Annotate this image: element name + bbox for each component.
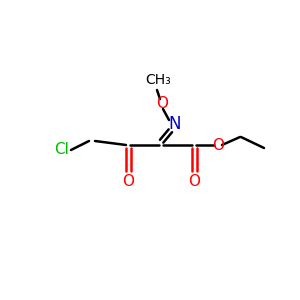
Text: CH₃: CH₃: [145, 73, 171, 87]
Text: N: N: [169, 115, 181, 133]
Text: O: O: [212, 137, 224, 152]
Text: Cl: Cl: [55, 142, 69, 158]
Text: O: O: [122, 173, 134, 188]
Text: O: O: [188, 173, 200, 188]
Text: O: O: [156, 97, 168, 112]
